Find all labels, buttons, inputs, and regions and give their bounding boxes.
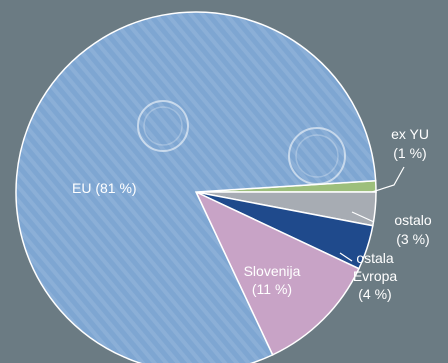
label-exyu-name: ex YU <box>391 126 429 142</box>
label-ostala-evropa-line1: ostala <box>356 250 394 266</box>
label-ostalo-value: (3 %) <box>396 231 429 247</box>
leader-line-ostalo <box>351 211 375 223</box>
label-ostala-evropa-line2: Evropa <box>353 268 398 284</box>
pie-slices <box>15 11 377 363</box>
label-ostala-evropa-line3: (4 %) <box>358 286 391 302</box>
leader-line-ostala-evropa <box>339 252 353 262</box>
label-slovenija-name: Slovenija <box>244 263 301 279</box>
slice-eu-texture <box>16 12 376 363</box>
droplet-decoration <box>137 100 346 185</box>
label-slovenija-value: (11 %) <box>252 281 292 297</box>
slice-slovenija <box>194 190 360 356</box>
leader-line-exyu <box>371 166 405 193</box>
label-exyu-value: (1 %) <box>393 145 426 161</box>
label-ostalo-name: ostalo <box>394 212 432 228</box>
label-eu: EU (81 %) <box>72 180 137 196</box>
